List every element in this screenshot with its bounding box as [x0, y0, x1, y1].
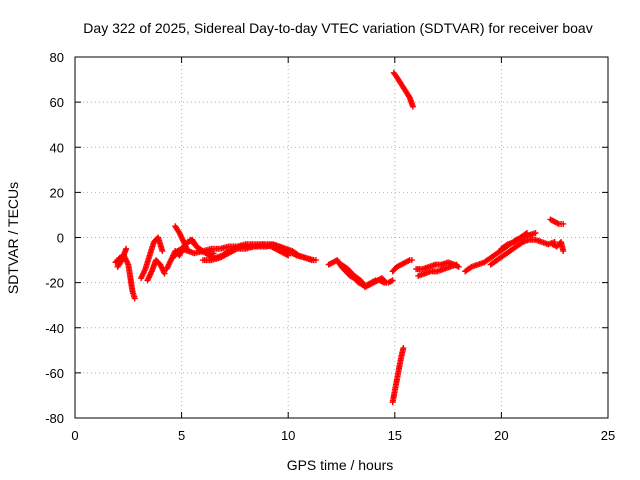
series-arc-l	[389, 257, 415, 275]
data-point	[408, 257, 415, 264]
series-arc-r	[487, 236, 558, 268]
data-point	[161, 270, 168, 277]
y-tick-label: -20	[45, 276, 64, 291]
y-axis-label: SDTVAR / TECUs	[5, 182, 21, 294]
data-point	[131, 295, 138, 302]
series-arc-g	[172, 223, 191, 255]
series-arc-t	[547, 216, 567, 227]
series-arc-p	[415, 261, 460, 279]
data-point	[159, 248, 166, 255]
x-tick-label: 25	[601, 428, 615, 443]
x-tick-label: 0	[71, 428, 78, 443]
chart-title: Day 322 of 2025, Sidereal Day-to-day VTE…	[83, 20, 592, 36]
x-axis-label: GPS time / hours	[287, 457, 394, 473]
y-tick-label: 0	[57, 231, 64, 246]
data-point	[184, 248, 191, 255]
series-arc-m	[390, 69, 416, 110]
series-arc-k	[338, 261, 390, 291]
y-tick-label: -60	[45, 366, 64, 381]
y-tick-label: 60	[50, 95, 64, 110]
data-point	[400, 345, 407, 352]
series-arc-a	[112, 252, 138, 302]
data-point	[389, 277, 396, 284]
axis-ticks: 0 5 10 15 20 25 -80 -60 -40 -20 0 20 40 60 80	[45, 50, 615, 443]
data-point	[560, 220, 567, 227]
y-tick-label: -80	[45, 411, 64, 426]
data-point	[123, 245, 130, 252]
data-point	[409, 103, 416, 110]
data-point	[560, 248, 567, 255]
x-tick-label: 20	[494, 428, 508, 443]
data-point	[382, 278, 389, 285]
series-arc-d	[144, 257, 168, 284]
series-arc-s	[498, 229, 530, 252]
data-point	[453, 261, 460, 268]
series-arc-n	[389, 345, 407, 406]
y-tick-label: -40	[45, 321, 64, 336]
data-point	[310, 257, 317, 264]
data-point	[523, 229, 530, 236]
series-arc-c	[138, 234, 166, 282]
data-point	[383, 279, 390, 286]
x-tick-label: 15	[388, 428, 402, 443]
series-arc-i	[199, 241, 317, 264]
data-point	[532, 229, 539, 236]
data-marks	[112, 69, 567, 406]
y-tick-label: 80	[50, 50, 64, 65]
series-arc-o	[413, 259, 462, 273]
data-point	[522, 230, 529, 237]
series-arc-q	[462, 229, 539, 275]
x-tick-label: 5	[178, 428, 185, 443]
y-tick-label: 20	[50, 185, 64, 200]
series-arc-u	[549, 239, 567, 255]
x-tick-label: 10	[281, 428, 295, 443]
y-tick-label: 40	[50, 140, 64, 155]
series-arc-b	[114, 245, 130, 270]
